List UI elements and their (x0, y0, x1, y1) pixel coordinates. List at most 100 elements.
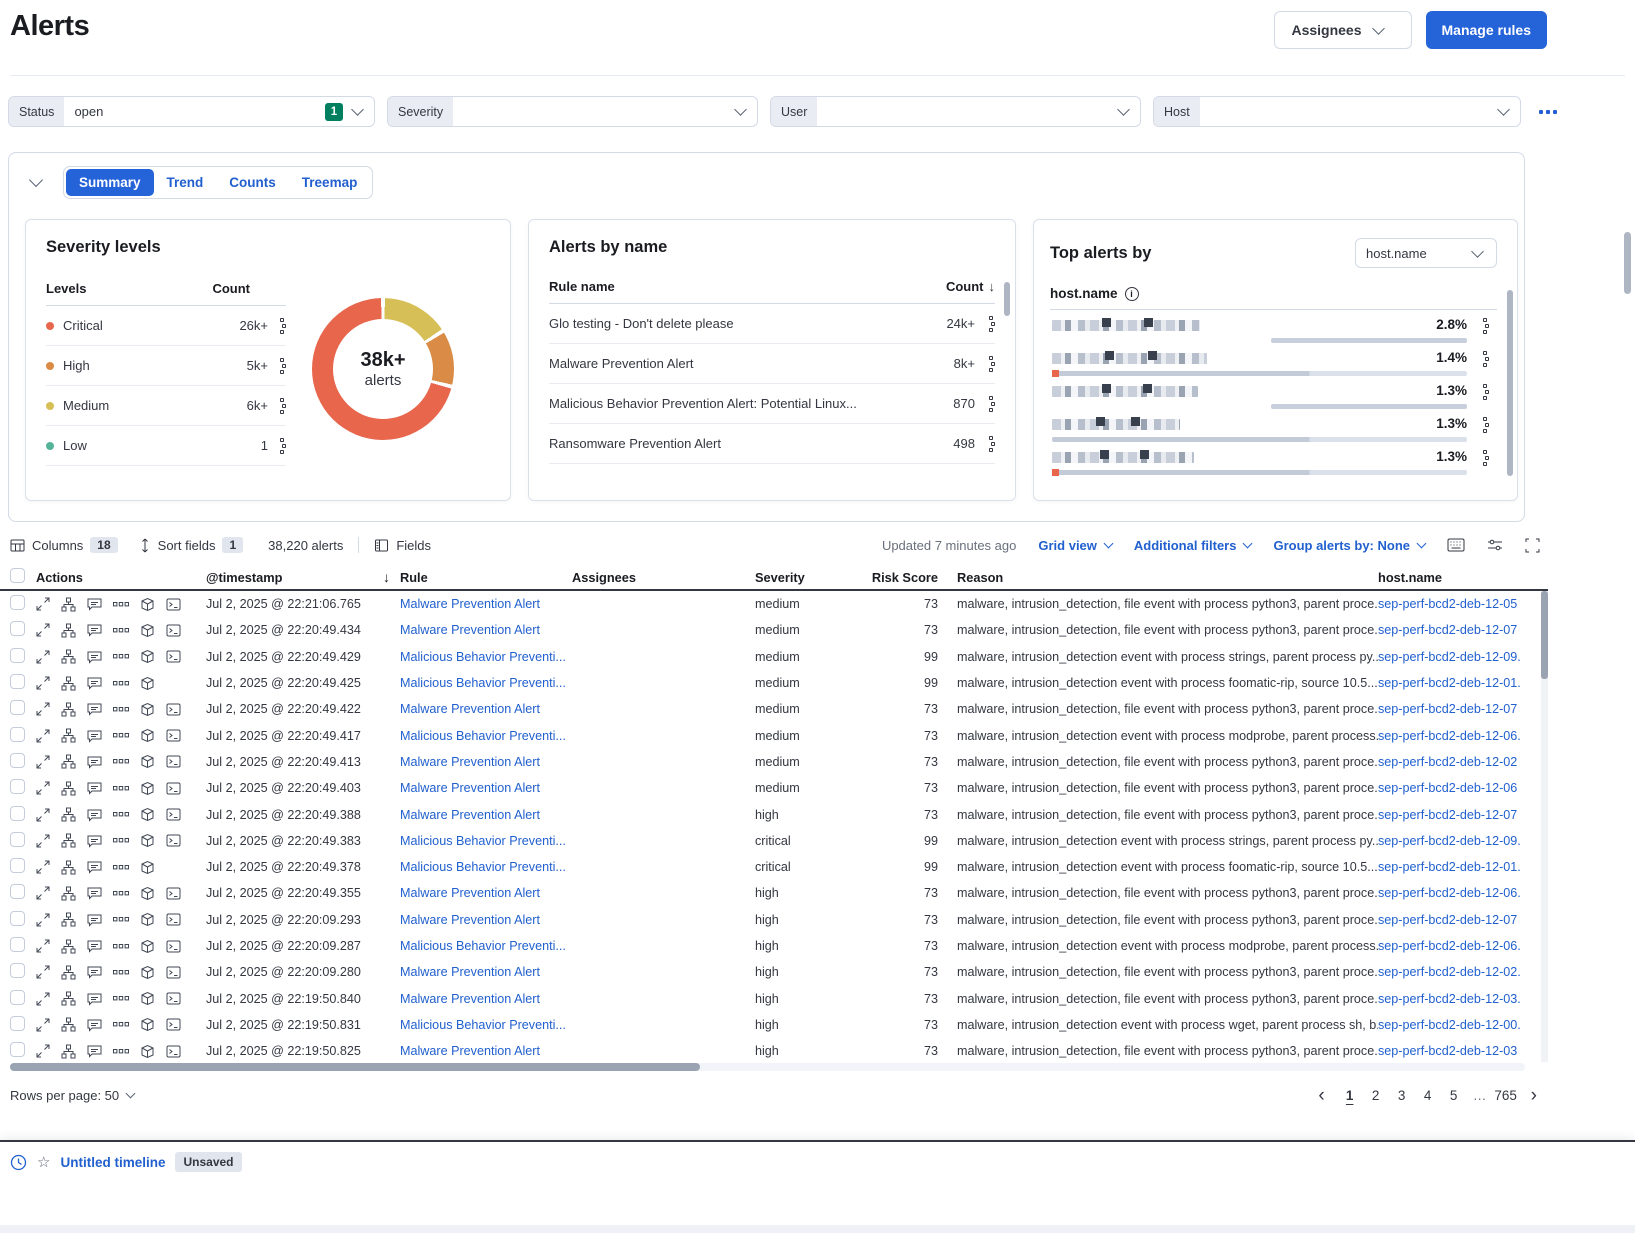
rule-link[interactable]: Malicious Behavior Preventi... (400, 860, 566, 875)
rule-link[interactable]: Malware Prevention Alert (400, 807, 540, 822)
expand-alert-icon[interactable] (36, 1044, 50, 1058)
analyze-event-icon[interactable] (61, 754, 76, 769)
host-link[interactable]: sep-perf-bcd2-deb-12-01. (1378, 676, 1521, 691)
analyze-event-icon[interactable] (61, 965, 76, 980)
timestamp-column-header[interactable]: @timestamp ↓ (206, 569, 390, 585)
add-note-icon[interactable] (87, 808, 102, 822)
add-note-icon[interactable] (87, 834, 102, 848)
manage-rules-button[interactable]: Manage rules (1425, 11, 1547, 49)
page-scrollbar[interactable] (1624, 232, 1631, 294)
session-view-icon[interactable] (140, 623, 155, 638)
add-note-icon[interactable] (87, 676, 102, 690)
analyze-event-icon[interactable] (61, 702, 76, 717)
host-link[interactable]: sep-perf-bcd2-deb-12-09. (1378, 833, 1521, 848)
page-number-button[interactable]: 1 (1345, 1087, 1354, 1103)
summary-tab[interactable]: Counts (229, 175, 276, 190)
rule-link[interactable]: Malware Prevention Alert (400, 781, 540, 796)
more-actions-icon[interactable] (113, 627, 129, 633)
row-checkbox[interactable] (10, 595, 25, 611)
open-session-viewer-icon[interactable] (166, 1045, 181, 1058)
add-note-icon[interactable] (87, 1018, 102, 1032)
expand-alert-icon[interactable] (36, 913, 50, 927)
host-column-header[interactable]: host.name (1378, 569, 1442, 585)
analyze-event-icon[interactable] (61, 939, 76, 954)
open-session-viewer-icon[interactable] (166, 913, 181, 926)
open-session-viewer-icon[interactable] (166, 729, 181, 742)
boxes-vertical-icon[interactable] (1483, 384, 1489, 400)
rule-link[interactable]: Malware Prevention Alert (400, 965, 540, 980)
previous-page-button[interactable]: ‹ (1318, 1084, 1325, 1106)
expand-alert-icon[interactable] (36, 992, 50, 1006)
host-link[interactable]: sep-perf-bcd2-deb-12-06 (1378, 781, 1518, 796)
more-actions-icon[interactable] (113, 917, 129, 922)
open-session-viewer-icon[interactable] (166, 940, 181, 953)
analyze-event-icon[interactable] (61, 886, 76, 901)
more-actions-icon[interactable] (113, 601, 129, 607)
severity-filter[interactable]: Severity (387, 96, 758, 127)
row-checkbox[interactable] (10, 858, 25, 874)
row-checkbox[interactable] (10, 884, 25, 900)
page-number-button[interactable]: 765 (1494, 1087, 1517, 1103)
rule-link[interactable]: Malware Prevention Alert (400, 597, 540, 612)
assignees-column-header[interactable]: Assignees (572, 569, 637, 585)
host-link[interactable]: sep-perf-bcd2-deb-12-02 (1378, 754, 1518, 769)
user-filter[interactable]: User (770, 96, 1141, 127)
open-session-viewer-icon[interactable] (166, 598, 181, 611)
boxes-vertical-icon[interactable] (1483, 318, 1489, 334)
open-session-viewer-icon[interactable] (166, 782, 181, 795)
row-checkbox[interactable] (10, 910, 25, 926)
boxes-vertical-icon[interactable] (1483, 450, 1489, 466)
add-note-icon[interactable] (87, 755, 102, 769)
next-page-button[interactable]: › (1530, 1084, 1537, 1106)
boxes-vertical-icon[interactable] (280, 357, 286, 374)
add-note-icon[interactable] (87, 702, 102, 717)
rows-per-page-button[interactable]: Rows per page: 50 (10, 1088, 136, 1103)
count-column-header[interactable]: Count ↓ (945, 279, 995, 294)
analyze-event-icon[interactable] (61, 597, 76, 612)
session-view-icon[interactable] (140, 676, 155, 691)
more-actions-icon[interactable] (113, 1022, 129, 1027)
boxes-vertical-icon[interactable] (1483, 351, 1489, 367)
analyze-event-icon[interactable] (61, 860, 76, 875)
boxes-vertical-icon[interactable] (989, 355, 995, 372)
expand-alert-icon[interactable] (36, 650, 50, 664)
expand-alert-icon[interactable] (36, 939, 50, 953)
add-note-icon[interactable] (87, 965, 102, 980)
host-link[interactable]: sep-perf-bcd2-deb-12-03. (1378, 991, 1521, 1006)
expand-alert-icon[interactable] (36, 860, 50, 874)
keyboard-shortcuts-icon[interactable] (1447, 538, 1465, 552)
rule-link[interactable]: Malicious Behavior Preventi... (400, 1017, 566, 1032)
open-session-viewer-icon[interactable] (166, 1018, 181, 1031)
add-note-icon[interactable] (87, 781, 102, 795)
rule-column-header[interactable]: Rule (400, 569, 428, 585)
open-session-viewer-icon[interactable] (166, 650, 181, 663)
host-link[interactable]: sep-perf-bcd2-deb-12-01. (1378, 860, 1521, 875)
add-note-icon[interactable] (87, 597, 102, 611)
more-actions-icon[interactable] (113, 943, 129, 949)
boxes-vertical-icon[interactable] (989, 315, 995, 332)
host-link[interactable]: sep-perf-bcd2-deb-12-06. (1378, 939, 1521, 953)
host-link[interactable]: sep-perf-bcd2-deb-12-07 (1378, 807, 1518, 822)
session-view-icon[interactable] (140, 1017, 155, 1032)
session-view-icon[interactable] (140, 965, 155, 980)
row-checkbox[interactable] (10, 937, 25, 952)
favorite-star-icon[interactable]: ☆ (37, 1154, 51, 1171)
severity-column-header[interactable]: Severity (755, 569, 805, 585)
session-view-icon[interactable] (140, 833, 155, 848)
boxes-vertical-icon[interactable] (989, 435, 995, 452)
host-link[interactable]: sep-perf-bcd2-deb-12-00. (1378, 1017, 1521, 1032)
more-filters-icon[interactable] (1539, 109, 1557, 114)
add-note-icon[interactable] (87, 939, 102, 953)
more-actions-icon[interactable] (113, 996, 129, 1001)
host-link[interactable]: sep-perf-bcd2-deb-12-02. (1378, 965, 1521, 980)
analyze-event-icon[interactable] (61, 991, 76, 1006)
host-link[interactable]: sep-perf-bcd2-deb-12-07 (1378, 912, 1518, 927)
open-session-viewer-icon[interactable] (166, 703, 181, 716)
page-number-button[interactable]: … (1472, 1087, 1487, 1103)
expand-alert-icon[interactable] (36, 729, 50, 743)
session-view-icon[interactable] (140, 728, 155, 743)
rule-link[interactable]: Malware Prevention Alert (400, 886, 540, 901)
more-actions-icon[interactable] (113, 890, 129, 896)
rule-link[interactable]: Malware Prevention Alert (400, 702, 540, 717)
row-checkbox[interactable] (10, 1042, 25, 1058)
